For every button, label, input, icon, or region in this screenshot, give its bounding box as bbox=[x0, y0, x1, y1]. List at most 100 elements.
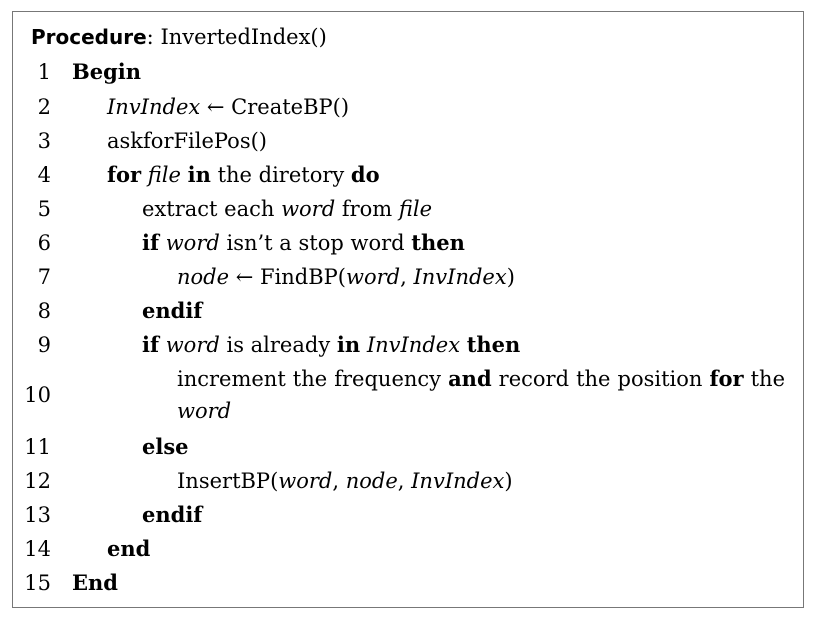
line-number: 2 bbox=[37, 95, 51, 119]
procedure-keyword: Procedure bbox=[31, 25, 147, 49]
code-text: ) bbox=[504, 469, 513, 493]
variable: file bbox=[147, 163, 181, 187]
keyword: for bbox=[709, 366, 744, 391]
code-line: 5 extract each word from file bbox=[13, 193, 803, 225]
code-text: is already bbox=[219, 333, 337, 357]
code-line: 13 endif bbox=[13, 499, 803, 531]
keyword: in bbox=[336, 332, 361, 357]
keyword: End bbox=[72, 570, 118, 595]
code-text bbox=[181, 163, 188, 187]
line-number: 9 bbox=[37, 333, 51, 357]
code-text: the diretory bbox=[210, 163, 351, 187]
code-text: ← FindBP( bbox=[229, 265, 347, 289]
line-number: 11 bbox=[24, 435, 51, 459]
code-text bbox=[460, 333, 467, 357]
line-number: 13 bbox=[24, 503, 51, 527]
line-number: 15 bbox=[24, 571, 51, 595]
code-text: isn’t a stop word bbox=[219, 231, 412, 255]
code-text: , bbox=[332, 469, 346, 493]
code-text bbox=[159, 333, 166, 357]
keyword: endif bbox=[142, 502, 203, 527]
code-text: ) bbox=[506, 265, 515, 289]
procedure-colon: : bbox=[146, 25, 154, 49]
code-text: ← CreateBP() bbox=[200, 95, 350, 119]
variable: node bbox=[177, 265, 230, 289]
line-code: askforFilePos() bbox=[107, 125, 267, 157]
variable: word bbox=[165, 333, 220, 357]
line-code: extract each word from file bbox=[142, 193, 432, 225]
algorithm-box: Procedure: InvertedIndex() 1 Begin 2 InvInd… bbox=[12, 11, 804, 608]
code-text: , bbox=[400, 265, 414, 289]
line-number: 6 bbox=[37, 231, 51, 255]
code-line: 2 InvIndex ← CreateBP() bbox=[13, 91, 803, 123]
code-line: 1 Begin bbox=[13, 56, 803, 88]
variable: file bbox=[398, 197, 433, 221]
line-code: else bbox=[142, 431, 189, 463]
code-line: 8 endif bbox=[13, 295, 803, 327]
procedure-name: InvertedIndex() bbox=[160, 25, 327, 49]
line-code: End bbox=[72, 567, 118, 599]
code-text: InsertBP( bbox=[177, 469, 279, 493]
code-text: extract each bbox=[142, 197, 282, 221]
variable: node bbox=[345, 469, 398, 493]
keyword: else bbox=[142, 434, 189, 459]
code-line: 14 end bbox=[13, 533, 803, 565]
keyword: and bbox=[448, 366, 492, 391]
variable: word bbox=[177, 399, 232, 423]
line-number: 3 bbox=[37, 129, 51, 153]
line-number: 14 bbox=[24, 537, 51, 561]
code-text bbox=[141, 163, 148, 187]
line-code: InsertBP(word, node, InvIndex) bbox=[177, 465, 513, 497]
code-line: 15 End bbox=[13, 567, 803, 599]
keyword: end bbox=[107, 536, 151, 561]
variable: word bbox=[281, 197, 336, 221]
line-code: node ← FindBP(word, InvIndex) bbox=[177, 261, 515, 293]
line-code: for file in the diretory do bbox=[107, 159, 380, 191]
keyword: do bbox=[350, 162, 380, 187]
code-line: 4 for file in the diretory do bbox=[13, 159, 803, 191]
variable: word bbox=[165, 231, 220, 255]
line-code: endif bbox=[142, 295, 202, 327]
code-line: 10 increment the frequency and record the… bbox=[13, 363, 803, 427]
code-text: , bbox=[397, 469, 412, 493]
line-number: 5 bbox=[37, 197, 51, 221]
code-line: 9 if word is already in InvIndex then bbox=[13, 329, 803, 361]
code-text: record the position bbox=[491, 367, 710, 391]
code-line: 6 if word isn’t a stop word then bbox=[13, 227, 803, 259]
line-code: if word is already in InvIndex then bbox=[142, 329, 520, 361]
line-number: 4 bbox=[37, 163, 51, 187]
code-text: the bbox=[743, 367, 785, 391]
line-number: 8 bbox=[37, 299, 51, 323]
procedure-header: Procedure: InvertedIndex() bbox=[31, 25, 327, 49]
variable: InvIndex bbox=[107, 95, 201, 119]
line-number: 10 bbox=[24, 383, 51, 407]
line-number: 7 bbox=[37, 265, 51, 289]
code-line: 11 else bbox=[13, 431, 803, 463]
line-code: if word isn’t a stop word then bbox=[142, 227, 465, 259]
line-code: increment the frequency and record the p… bbox=[177, 363, 785, 427]
code-text: from bbox=[335, 197, 399, 221]
code-text: askforFilePos() bbox=[107, 129, 267, 153]
keyword: then bbox=[466, 332, 521, 357]
variable: word bbox=[346, 265, 401, 289]
line-number: 12 bbox=[24, 469, 51, 493]
keyword: for bbox=[107, 162, 142, 187]
code-line: 12 InsertBP(word, node, InvIndex) bbox=[13, 465, 803, 497]
keyword: Begin bbox=[72, 59, 142, 84]
variable: InvIndex bbox=[366, 333, 461, 357]
keyword: endif bbox=[142, 298, 203, 323]
line-code: endif bbox=[142, 499, 202, 531]
variable: InvIndex bbox=[413, 265, 507, 289]
keyword: in bbox=[187, 162, 211, 187]
keyword: if bbox=[142, 230, 160, 255]
variable: InvIndex bbox=[411, 469, 505, 493]
code-line: 7 node ← FindBP(word, InvIndex) bbox=[13, 261, 803, 293]
line-code: Begin bbox=[72, 56, 141, 88]
line-code: end bbox=[107, 533, 150, 565]
keyword: then bbox=[411, 230, 465, 255]
code-text bbox=[360, 333, 367, 357]
code-text: increment the frequency bbox=[177, 367, 449, 391]
keyword: if bbox=[142, 332, 160, 357]
code-text bbox=[159, 231, 166, 255]
variable: word bbox=[278, 469, 333, 493]
